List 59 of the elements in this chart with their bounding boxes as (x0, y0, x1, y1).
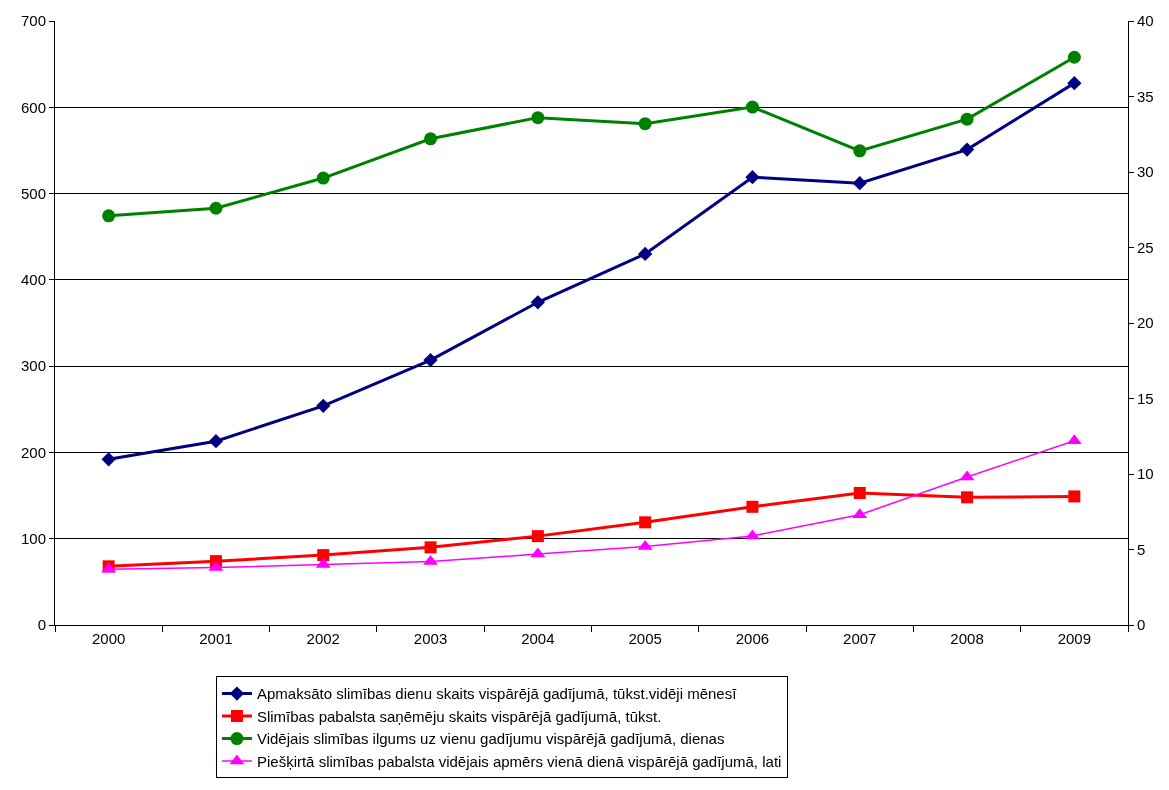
point (317, 549, 330, 562)
point (424, 132, 438, 146)
point (638, 117, 652, 131)
y2-tick-label: 5 (1137, 540, 1146, 558)
point (531, 111, 545, 125)
point (424, 541, 437, 554)
point (423, 352, 438, 368)
point (960, 112, 974, 126)
y2-tick-label: 35 (1137, 87, 1154, 105)
x-tick-label: 2003 (413, 630, 448, 647)
legend-label: Piešķirtā slimības pabalsta vidējais apmērs vienā dienā vispārējā gadījumā, lati (256, 752, 782, 770)
y-tick-label: 200 (20, 443, 46, 461)
y-tick-label: 400 (20, 271, 46, 289)
point (101, 452, 116, 467)
point (853, 144, 867, 158)
y-tick-label: 300 (20, 357, 46, 375)
legend-label: Apmaksāto slimības dienu skaits vispārējā gadījumā, tūkst.vidēji mēnesī (256, 685, 738, 703)
x-tick-label: 2007 (843, 630, 877, 647)
x-tick-label: 2004 (521, 630, 555, 647)
point (1067, 75, 1082, 91)
point (639, 516, 652, 529)
point (1067, 50, 1081, 64)
x-tick-label: 2000 (91, 630, 126, 647)
point (316, 171, 330, 185)
point (1068, 490, 1081, 503)
y2-tick-label: 0 (1137, 616, 1146, 634)
x-tick-label: 2008 (950, 630, 984, 647)
y2-tick-label: 10 (1137, 465, 1154, 483)
y-tick-label: 0 (37, 616, 46, 634)
point (531, 530, 544, 543)
legend-label: Vidējais slimības ilgums uz vienu gadījumu vispārējā gadījumā, dienas (256, 730, 725, 748)
point (959, 142, 975, 157)
y2-tick-label: 25 (1137, 238, 1154, 256)
point (852, 176, 867, 191)
legend-label: Slimības pabalsta saņēmēju skaits vispārējā gadījumā, tūkst. (256, 707, 662, 725)
y-tick-label: 600 (20, 98, 46, 116)
y-tick-label: 100 (20, 529, 46, 547)
point (745, 100, 759, 114)
x-tick-label: 2001 (199, 630, 233, 647)
x-tick-label: 2002 (306, 630, 340, 647)
point (746, 500, 759, 513)
y2-tick-label: 30 (1137, 163, 1154, 181)
point (638, 246, 653, 262)
point (745, 170, 760, 185)
y-tick-label: 700 (20, 12, 46, 30)
point (208, 434, 224, 449)
y-tick-label: 500 (20, 184, 46, 202)
y2-tick-label: 15 (1137, 389, 1154, 407)
x-tick-label: 2005 (628, 630, 662, 647)
point (530, 295, 545, 310)
point (316, 398, 331, 413)
y2-tick-label: 40 (1137, 12, 1154, 30)
y2-tick-label: 20 (1137, 314, 1154, 332)
point (209, 201, 223, 215)
x-tick-label: 2009 (1057, 630, 1092, 647)
x-tick-label: 2006 (735, 630, 770, 647)
point (853, 486, 866, 499)
point (102, 209, 116, 223)
point (961, 491, 974, 504)
